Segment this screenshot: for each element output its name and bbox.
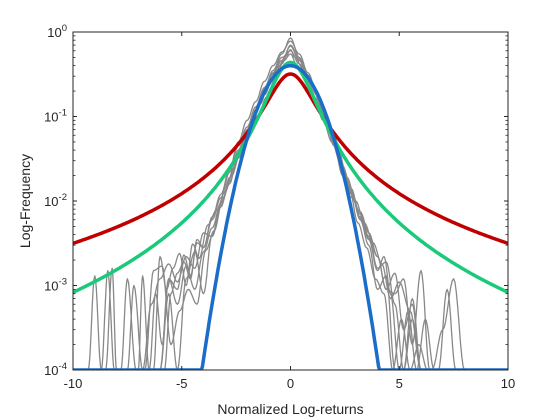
y-tick-label: 10-1 (44, 108, 67, 125)
ticks-layer (72, 31, 509, 371)
empirical-distribution-line-5 (73, 48, 508, 370)
x-tick-label: -10 (64, 376, 83, 391)
cauchy-model-line (73, 72, 508, 246)
y-tick-label: 10-2 (44, 192, 67, 209)
x-axis-title: Normalized Log-returns (217, 401, 363, 417)
y-axis-title: Log-Frequency (17, 154, 33, 248)
empirical-distribution-line-7 (73, 45, 508, 370)
x-tick-label: 5 (396, 376, 403, 391)
empirical-distribution-line-3 (73, 44, 508, 370)
tick-labels-layer: -10 -5 0 5 10 10-4 10-3 10-2 10-1 100 (44, 23, 515, 391)
student_t-model-line (73, 60, 508, 294)
empirical-distribution-line-2 (73, 37, 508, 370)
x-tick-label: 0 (287, 376, 294, 391)
y-tick-label: 10-4 (44, 361, 67, 378)
x-tick-label: 10 (501, 376, 515, 391)
empirical-distribution-line-6 (73, 40, 508, 370)
x-tick-label: -5 (176, 376, 188, 391)
y-tick-label: 100 (47, 23, 67, 40)
gaussian-model-line (73, 63, 508, 370)
y-tick-label: 10-3 (44, 277, 67, 294)
series-layer (73, 37, 508, 370)
